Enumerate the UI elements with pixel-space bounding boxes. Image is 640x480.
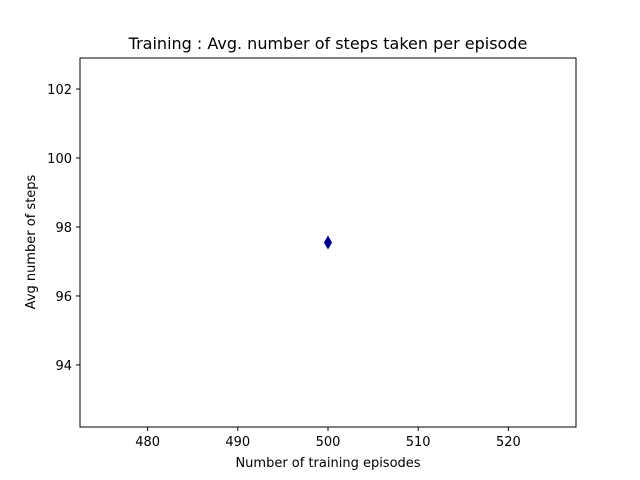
- x-tick-label: 480: [135, 435, 160, 450]
- y-axis-ticks: 94 96 98 100 102: [47, 83, 80, 374]
- y-tick-label: 102: [47, 83, 72, 98]
- data-points: [323, 235, 333, 250]
- x-tick-label: 510: [406, 435, 431, 450]
- y-tick-label: 98: [55, 221, 72, 236]
- x-axis-ticks: 480 490 500 510 520: [135, 427, 521, 450]
- y-tick-label: 96: [55, 290, 72, 305]
- y-axis-label: Avg number of steps: [24, 174, 39, 309]
- x-axis-label: Number of training episodes: [235, 456, 420, 471]
- x-tick-label: 500: [316, 435, 341, 450]
- x-tick-label: 490: [225, 435, 250, 450]
- chart-title: Training : Avg. number of steps taken pe…: [128, 34, 528, 53]
- y-tick-label: 94: [55, 359, 72, 374]
- scatter-point: [323, 235, 333, 250]
- x-tick-label: 520: [496, 435, 521, 450]
- y-tick-label: 100: [47, 152, 72, 167]
